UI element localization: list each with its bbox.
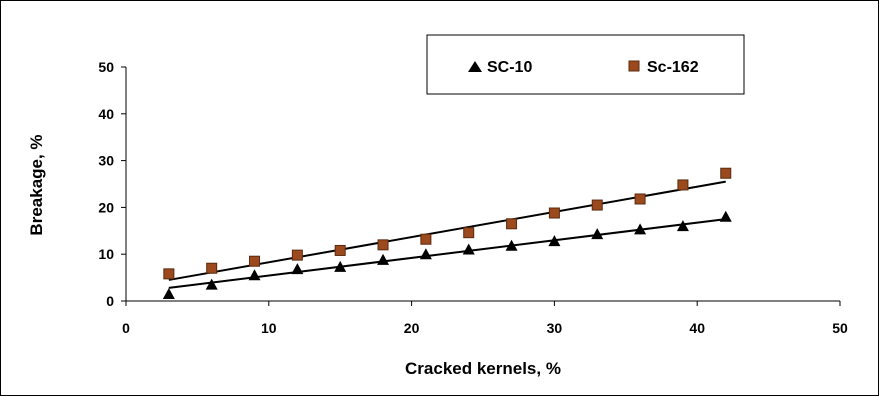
data-point-square (206, 262, 218, 274)
legend-box (426, 34, 745, 95)
data-point-triangle (248, 269, 261, 281)
data-point-triangle (505, 239, 518, 251)
data-point-triangle (162, 287, 175, 299)
data-point-triangle (719, 210, 732, 222)
trendline-series-2 (168, 180, 726, 281)
legend-label-sc-162: Sc-162 (647, 59, 699, 76)
data-point-square (720, 167, 732, 179)
data-point-square (163, 268, 175, 280)
legend-triangle-marker (468, 61, 482, 72)
data-point-square (677, 179, 689, 191)
y-axis-label: Breakage, % (27, 134, 46, 235)
data-point-triangle (205, 278, 218, 290)
legend-label-sc-10: SC-10 (487, 59, 532, 76)
data-point-triangle (334, 260, 347, 272)
x-tick-label: 50 (832, 320, 848, 336)
data-point-triangle (462, 243, 475, 255)
data-point-triangle (377, 253, 390, 265)
data-point-triangle (291, 263, 304, 275)
y-tick-label: 50 (98, 59, 114, 75)
data-point-triangle (548, 235, 561, 247)
data-point-square (377, 239, 389, 251)
x-tick-label: 0 (122, 320, 130, 336)
data-point-square (506, 218, 518, 230)
y-tick-label: 20 (98, 199, 114, 215)
y-tick-label: 0 (106, 293, 114, 309)
data-point-triangle (634, 223, 647, 235)
data-point-square (291, 249, 303, 261)
data-point-square (334, 244, 346, 256)
x-tick-label: 20 (404, 320, 420, 336)
data-point-square (463, 227, 475, 239)
data-point-triangle (591, 228, 604, 240)
y-tick-label: 10 (98, 246, 114, 262)
data-point-square (591, 199, 603, 211)
data-point-square (420, 233, 432, 245)
data-point-triangle (419, 248, 432, 260)
y-tick-label: 30 (98, 153, 114, 169)
data-point-square (548, 207, 560, 219)
x-tick-label: 40 (689, 320, 705, 336)
legend-square-marker (628, 60, 640, 72)
x-tick-label: 10 (261, 320, 277, 336)
plot-area: 0 10 20 30 40 50 0 10 20 30 40 50 (98, 59, 848, 336)
data-point-square (634, 193, 646, 205)
x-axis-label: Cracked kernels, % (405, 359, 561, 378)
data-point-square (249, 255, 261, 267)
legend: SC-10 Sc-162 (426, 34, 745, 95)
x-tick-label: 30 (547, 320, 563, 336)
data-point-triangle (676, 220, 689, 232)
trendline-series-1 (168, 218, 726, 289)
y-tick-label: 40 (98, 106, 114, 122)
